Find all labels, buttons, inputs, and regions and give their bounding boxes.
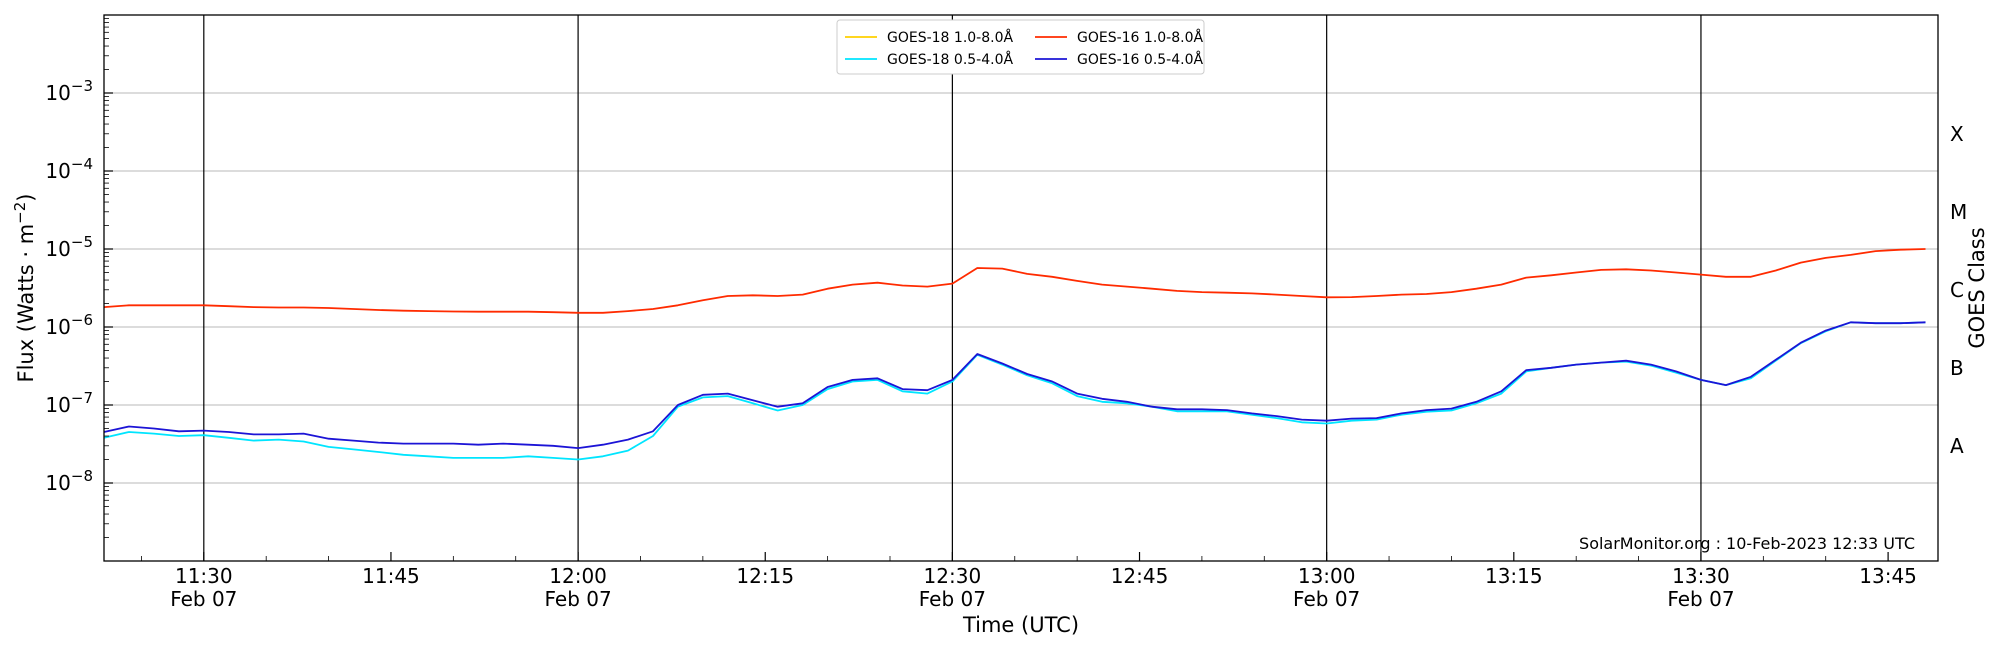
x-tick-date: Feb 07 [544,587,611,611]
x-tick-label: 13:15 [1485,564,1543,588]
y-tick-label: 10−7 [45,389,93,417]
y-tick-base: 10 [45,315,70,339]
y-tick-base: 10 [45,393,70,417]
series-layer [103,248,1926,461]
y-axis-title-close: ) [14,193,38,201]
y-tick-label: 10−6 [45,311,93,339]
legend-box [836,19,1205,75]
series-line [103,321,1926,450]
y-tick-exponent: −5 [71,233,93,251]
y-tick-base: 10 [45,237,70,261]
x-tick-label: 13:30 [1672,564,1730,588]
credit-text: SolarMonitor.org : 10-Feb-2023 12:33 UTC [1579,534,1915,553]
y-tick-exponent: −6 [71,311,93,329]
x-tick-label: 11:45 [362,564,420,588]
legend-label: GOES-18 0.5-4.0Å [887,51,1013,68]
y-tick-label: 10−5 [45,233,93,261]
x-tick-label: 13:00 [1298,564,1356,588]
y-axis-title-main: Flux (Watts · m [14,224,38,383]
y-tick-base: 10 [45,159,70,183]
y-axis-title: Flux (Watts · m−2) [11,193,38,382]
goes-class-layer: A B C M X [1950,122,1967,458]
x-tick-label: 12:30 [924,564,982,588]
y-tick-base: 10 [45,81,70,105]
x-tick-label: 13:45 [1859,564,1917,588]
legend-label: GOES-16 0.5-4.0Å [1077,51,1203,68]
y-tick-exponent: −4 [71,155,93,173]
legend-label: GOES-16 1.0-8.0Å [1077,29,1203,46]
y-axis-title-superscript: −2 [11,202,29,224]
y-tick-label: 10−3 [45,77,93,105]
grid-layer [104,92,1938,484]
vertical-line-layer [203,15,1702,561]
goes-class-label: B [1950,356,1964,380]
x-tick-label: 12:45 [1111,564,1169,588]
y-tick-exponent: −8 [71,467,93,485]
goes-class-label: M [1950,200,1967,224]
y-tick-base: 10 [45,471,70,495]
x-axis-title: Time (UTC) [962,613,1079,637]
goes-class-label: C [1950,278,1964,302]
x-tick-date: Feb 07 [170,587,237,611]
x-tick-date: Feb 07 [1667,587,1734,611]
x-tick-label: 12:00 [549,564,607,588]
goes-class-axis-title: GOES Class [1965,227,1989,348]
y-tick-label: 10−8 [45,467,93,495]
x-tick-date: Feb 07 [1293,587,1360,611]
goes-class-label: A [1950,434,1964,458]
y-tick-label: 10−4 [45,155,93,183]
legend: GOES-18 1.0-8.0Å GOES-18 0.5-4.0Å GOES-16 … [836,19,1205,75]
x-tick-date: Feb 07 [919,587,986,611]
y-tick-exponent: −7 [71,389,93,407]
goes-class-label: X [1950,122,1964,146]
x-tick-label: 11:30 [175,564,233,588]
series-line [103,248,1926,314]
y-tick-exponent: −3 [71,77,93,95]
plot-frame [103,14,1939,562]
x-tick-label: 12:15 [736,564,794,588]
legend-label: GOES-18 1.0-8.0Å [887,29,1013,46]
